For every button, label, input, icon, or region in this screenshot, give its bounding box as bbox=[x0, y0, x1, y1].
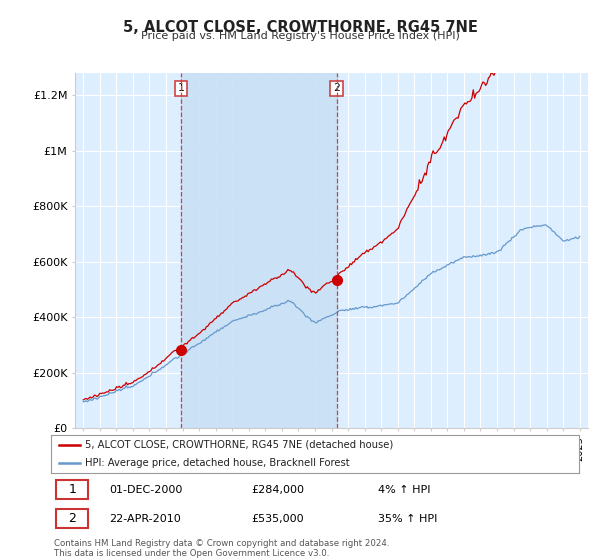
FancyBboxPatch shape bbox=[56, 510, 88, 529]
Text: HPI: Average price, detached house, Bracknell Forest: HPI: Average price, detached house, Brac… bbox=[85, 458, 350, 468]
Text: 22-APR-2010: 22-APR-2010 bbox=[109, 514, 181, 524]
Bar bbox=[181, 73, 337, 428]
Text: 35% ↑ HPI: 35% ↑ HPI bbox=[379, 514, 438, 524]
Text: 4% ↑ HPI: 4% ↑ HPI bbox=[379, 484, 431, 494]
Text: 5, ALCOT CLOSE, CROWTHORNE, RG45 7NE: 5, ALCOT CLOSE, CROWTHORNE, RG45 7NE bbox=[122, 20, 478, 35]
Text: £535,000: £535,000 bbox=[251, 514, 304, 524]
Text: 2: 2 bbox=[333, 83, 340, 94]
Text: Contains HM Land Registry data © Crown copyright and database right 2024.
This d: Contains HM Land Registry data © Crown c… bbox=[54, 539, 389, 558]
FancyBboxPatch shape bbox=[56, 480, 88, 499]
Text: Price paid vs. HM Land Registry's House Price Index (HPI): Price paid vs. HM Land Registry's House … bbox=[140, 31, 460, 41]
Text: 1: 1 bbox=[68, 483, 76, 496]
Text: 1: 1 bbox=[178, 83, 185, 94]
Text: 2: 2 bbox=[68, 512, 76, 525]
Text: 01-DEC-2000: 01-DEC-2000 bbox=[109, 484, 182, 494]
Text: 5, ALCOT CLOSE, CROWTHORNE, RG45 7NE (detached house): 5, ALCOT CLOSE, CROWTHORNE, RG45 7NE (de… bbox=[85, 440, 394, 450]
Text: £284,000: £284,000 bbox=[251, 484, 305, 494]
